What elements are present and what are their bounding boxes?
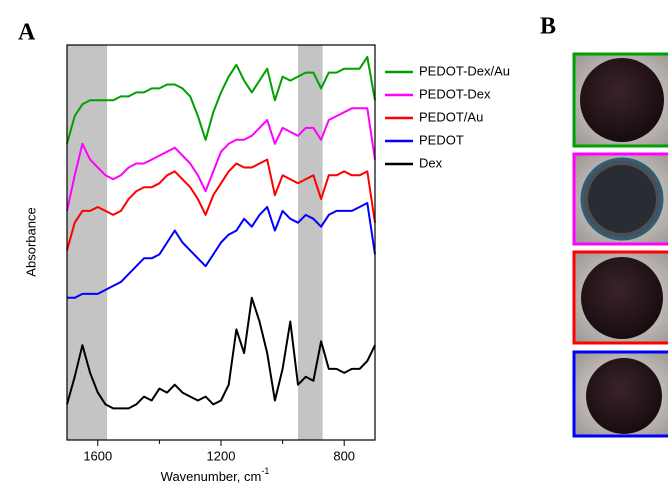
legend-label: PEDOT/Au bbox=[419, 109, 483, 124]
legend-label: PEDOT-Dex bbox=[419, 86, 491, 101]
photo-blue bbox=[572, 350, 668, 438]
legend-label: Dex bbox=[419, 155, 443, 170]
spectrum-line bbox=[66, 107, 376, 212]
shaded-region bbox=[298, 45, 323, 440]
legend-label: PEDOT bbox=[419, 132, 464, 147]
photo-magenta bbox=[572, 152, 668, 246]
shaded-region bbox=[67, 45, 108, 440]
spectrum-line bbox=[67, 202, 376, 299]
photo-green bbox=[572, 52, 668, 148]
spectrum-line bbox=[66, 55, 376, 145]
legend-label: PEDOT-Dex/Au bbox=[419, 63, 510, 78]
x-tick-label: 1600 bbox=[83, 448, 112, 463]
y-axis-title: Absorbance bbox=[23, 207, 38, 276]
x-tick-label: 800 bbox=[333, 448, 355, 463]
photo-red bbox=[572, 250, 668, 345]
spectrum-line bbox=[66, 158, 376, 251]
panel-label: B bbox=[540, 14, 556, 40]
panel-label: A bbox=[18, 20, 36, 46]
x-axis-title: Wavenumber, cm-1 bbox=[161, 466, 270, 484]
x-tick-label: 1200 bbox=[207, 448, 236, 463]
spectrum-line bbox=[66, 296, 376, 410]
plot-frame bbox=[66, 44, 376, 441]
